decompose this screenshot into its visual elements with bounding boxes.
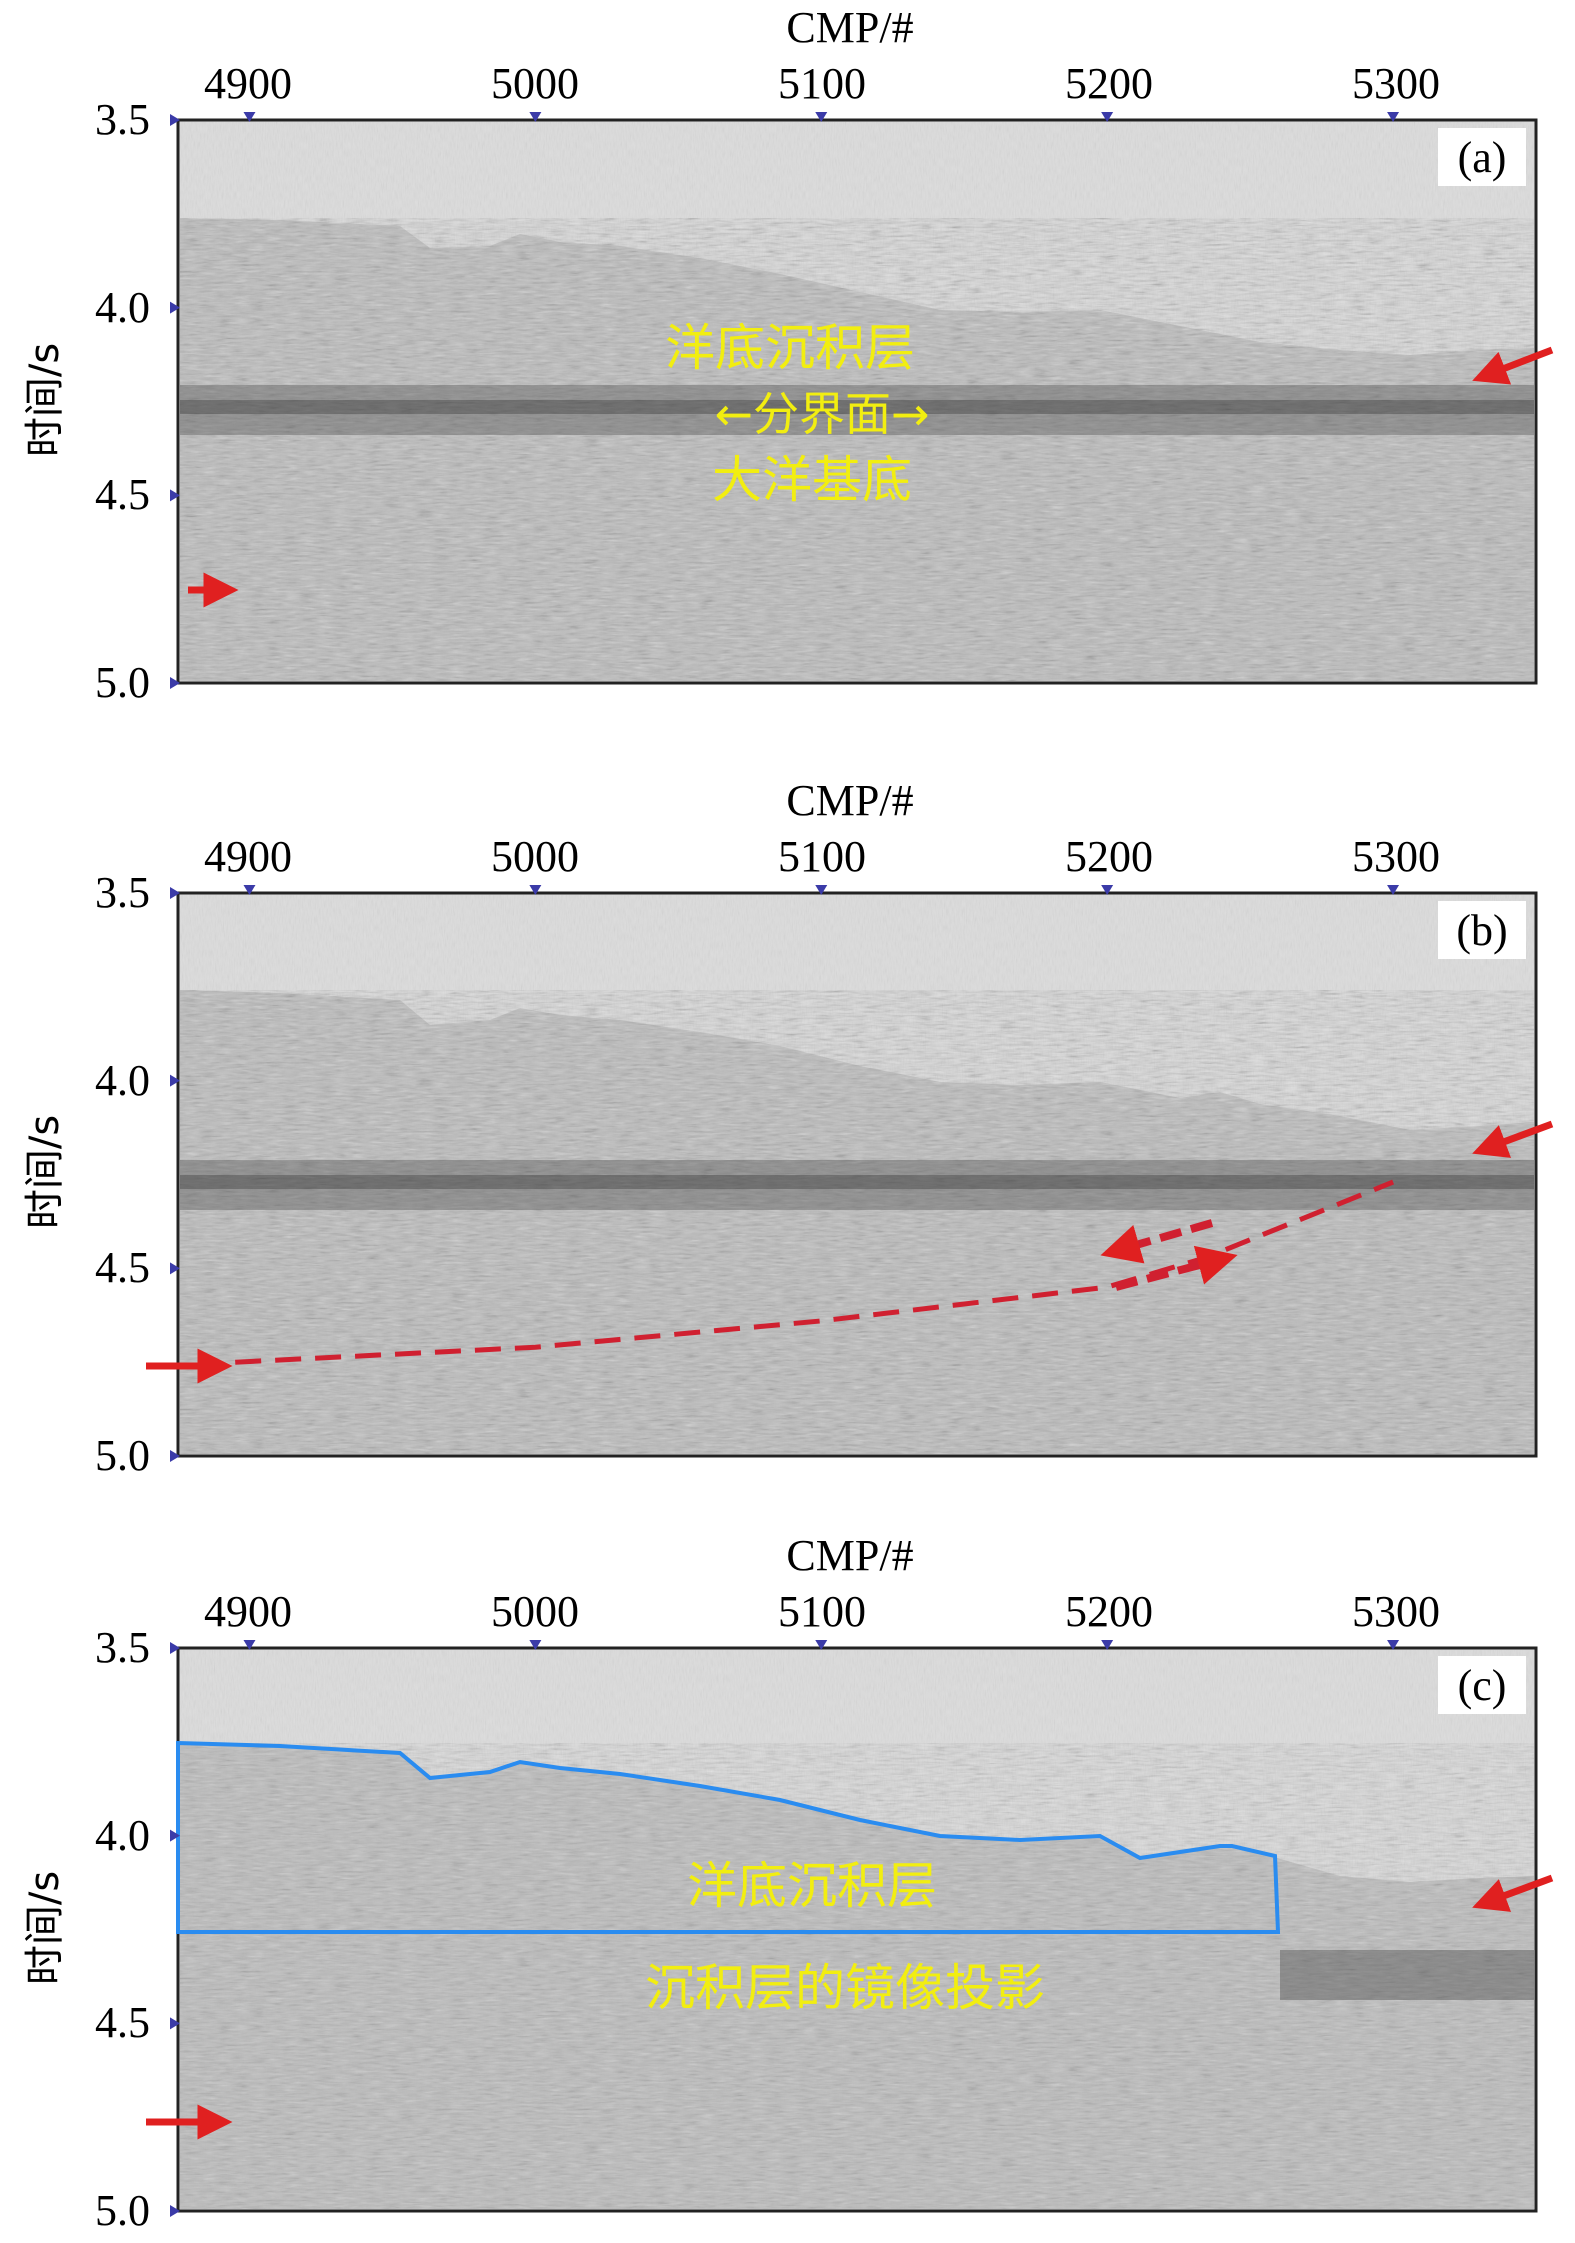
y-tick-label: 3.5 (95, 95, 150, 144)
x-tick-label: 5300 (1352, 832, 1440, 881)
seismic-texture (180, 122, 1534, 681)
y-tick-label: 5.0 (95, 2186, 150, 2235)
x-tick-marker (529, 885, 542, 895)
x-tick-label: 4900 (204, 832, 292, 881)
x-tick-label: 5100 (778, 832, 866, 881)
panel-b: CMP/# 4900 5000 5100 5200 5300 3.5 4.0 4… (22, 776, 1554, 1480)
y-axis-title: 时间/s (22, 1115, 68, 1229)
y-tick-marker (170, 1829, 180, 1842)
y-axis-title: 时间/s (22, 1871, 68, 1985)
x-tick-label: 5200 (1065, 1587, 1153, 1636)
x-tick-marker (1101, 1640, 1114, 1650)
y-tick-label: 4.0 (95, 1056, 150, 1105)
y-tick-marker (170, 1642, 180, 1654)
y-tick-marker (170, 1262, 180, 1275)
annotation-mirror-projection: 沉积层的镜像投影 (645, 1959, 1045, 2017)
x-tick-marker (815, 885, 828, 895)
annotation-sediment-layer: 洋底沉积层 (665, 319, 915, 377)
x-tick-label: 4900 (204, 59, 292, 108)
x-tick-label: 5300 (1352, 1587, 1440, 1636)
x-tick-label: 5200 (1065, 59, 1153, 108)
x-tick-label: 5100 (778, 59, 866, 108)
panel-a: CMP/# 4900 5000 5100 5200 5300 3.5 4.0 4… (22, 3, 1554, 707)
x-axis-title: CMP/# (786, 776, 913, 825)
y-tick-marker (170, 301, 180, 314)
x-tick-marker (1387, 885, 1400, 895)
arrow-right (1472, 346, 1554, 385)
y-tick-labels: 3.5 4.0 4.5 5.0 (95, 868, 150, 1480)
annotations-c: 洋底沉积层 沉积层的镜像投影 (645, 1857, 1045, 2017)
y-tick-labels: 3.5 4.0 4.5 5.0 (95, 1623, 150, 2235)
y-tick-marker (170, 114, 180, 126)
y-tick-label: 4.0 (95, 1811, 150, 1860)
x-tick-marker (1387, 112, 1400, 122)
panel-label-box (1438, 901, 1526, 959)
x-tick-marker (1387, 1640, 1400, 1650)
annotation-boundary: ←分界面→ (714, 387, 929, 441)
x-tick-label: 5000 (491, 832, 579, 881)
seismic-texture (180, 1650, 1534, 2209)
y-tick-marker (170, 2205, 180, 2217)
x-tick-marker (815, 1640, 828, 1650)
seismic-texture (180, 895, 1534, 1454)
y-tick-label: 5.0 (95, 1431, 150, 1480)
sediment-outline (176, 1740, 1281, 1934)
x-tick-label: 5000 (491, 1587, 579, 1636)
panel-label: (b) (1456, 906, 1507, 955)
annotations-a: 洋底沉积层 ←分界面→ 大洋基底 (665, 319, 930, 509)
x-tick-label: 5100 (778, 1587, 866, 1636)
x-tick-label: 4900 (204, 1587, 292, 1636)
y-tick-label: 3.5 (95, 1623, 150, 1672)
panel-label-box (1438, 1656, 1526, 1714)
y-tick-label: 4.5 (95, 1998, 150, 2047)
panel-label: (a) (1458, 133, 1507, 182)
x-tick-label: 5200 (1065, 832, 1153, 881)
x-tick-marker (243, 112, 256, 122)
x-tick-marker (1101, 112, 1114, 122)
fault-motion-arrow-upper (1100, 1219, 1214, 1264)
x-tick-label: 5300 (1352, 59, 1440, 108)
y-tick-marker (170, 677, 180, 689)
x-tick-marker (529, 112, 542, 122)
x-tick-labels: 4900 5000 5100 5200 5300 (204, 1587, 1440, 1636)
y-tick-label: 5.0 (95, 658, 150, 707)
x-tick-labels: 4900 5000 5100 5200 5300 (204, 59, 1440, 108)
annotation-sediment-layer: 洋底沉积层 (687, 1857, 937, 1915)
x-tick-marker (1101, 885, 1114, 895)
panel-c: CMP/# 4900 5000 5100 5200 5300 3.5 4.0 4… (22, 1531, 1554, 2235)
y-axis-title: 时间/s (22, 343, 68, 457)
y-tick-marker (170, 1450, 180, 1462)
fault-motion-arrow-lower (1114, 1245, 1238, 1291)
y-tick-marker (170, 2017, 180, 2030)
y-tick-marker (170, 887, 180, 899)
y-tick-label: 3.5 (95, 868, 150, 917)
arrow-right (1472, 1120, 1554, 1158)
fault-line (235, 1179, 1395, 1365)
annotation-basement: 大洋基底 (712, 451, 912, 509)
y-tick-label: 4.0 (95, 283, 150, 332)
panel-label: (c) (1458, 1661, 1507, 1710)
x-tick-marker (243, 885, 256, 895)
y-tick-labels: 3.5 4.0 4.5 5.0 (95, 95, 150, 707)
x-tick-labels: 4900 5000 5100 5200 5300 (204, 832, 1440, 881)
y-tick-marker (170, 489, 180, 502)
y-tick-label: 4.5 (95, 470, 150, 519)
x-axis-title: CMP/# (786, 1531, 913, 1580)
x-tick-label: 5000 (491, 59, 579, 108)
y-tick-label: 4.5 (95, 1243, 150, 1292)
x-tick-marker (243, 1640, 256, 1650)
arrow-right (1472, 1874, 1554, 1912)
panel-label-box (1438, 128, 1526, 186)
x-axis-title: CMP/# (786, 3, 913, 52)
x-tick-marker (529, 1640, 542, 1650)
tick-markers (170, 112, 1400, 2217)
x-tick-marker (815, 112, 828, 122)
y-tick-marker (170, 1074, 180, 1087)
